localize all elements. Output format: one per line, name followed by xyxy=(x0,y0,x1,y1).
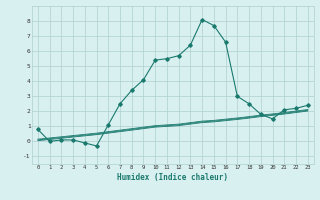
X-axis label: Humidex (Indice chaleur): Humidex (Indice chaleur) xyxy=(117,173,228,182)
